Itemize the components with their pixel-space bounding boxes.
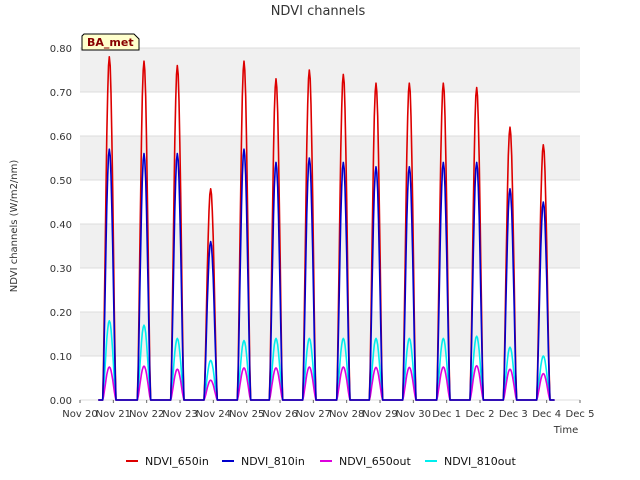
plot-band [80,356,580,400]
x-tick-label: Dec 5 [566,409,595,420]
x-tick-label: Nov 23 [162,409,197,420]
plot-band [80,180,580,224]
y-tick-label: 0.80 [50,44,72,55]
plot-band [80,268,580,312]
y-axis-label: NDVI channels (W/m2/nm) [9,160,20,293]
plot-band [80,312,580,356]
x-tick-label: Nov 22 [129,409,164,420]
x-tick-label: Nov 20 [62,409,97,420]
y-tick-label: 0.60 [50,132,72,143]
series-line-ndvi_810in [97,148,555,401]
x-tick-label: Nov 28 [329,409,364,420]
x-tick-label: Nov 26 [262,409,297,420]
x-tick-label: Dec 3 [499,409,528,420]
y-tick-label: 0.70 [50,88,72,99]
x-tick-label: Nov 27 [296,409,331,420]
chart-title: NDVI channels [271,4,366,19]
x-axis-label: Time [553,425,578,436]
legend-label: NDVI_650in [145,455,209,468]
plot-band [80,136,580,180]
x-tick-label: Nov 30 [396,409,431,420]
x-tick-label: Nov 24 [196,409,231,420]
plot-band [80,48,580,92]
y-tick-label: 0.00 [50,396,72,407]
y-tick-label: 0.40 [50,220,72,231]
x-tick-label: Dec 4 [532,409,561,420]
badge-label: BA_met [87,36,134,49]
plot-band [80,92,580,136]
x-tick-label: Dec 2 [466,409,495,420]
x-tick-label: Dec 1 [432,409,461,420]
y-tick-label: 0.30 [50,264,72,275]
x-tick-label: Nov 25 [229,409,264,420]
y-tick-label: 0.50 [50,176,72,187]
legend-label: NDVI_650out [339,455,411,468]
legend-label: NDVI_810in [241,455,305,468]
badge: BA_met [81,33,140,51]
x-tick-label: Nov 21 [96,409,131,420]
y-tick-label: 0.10 [50,352,72,363]
legend-label: NDVI_810out [444,455,516,468]
x-tick-label: Nov 29 [362,409,397,420]
plot-band [80,224,580,268]
legend: NDVI_650in NDVI_810in NDVI_650out NDVI_810o… [126,455,516,468]
y-tick-label: 0.20 [50,308,72,319]
